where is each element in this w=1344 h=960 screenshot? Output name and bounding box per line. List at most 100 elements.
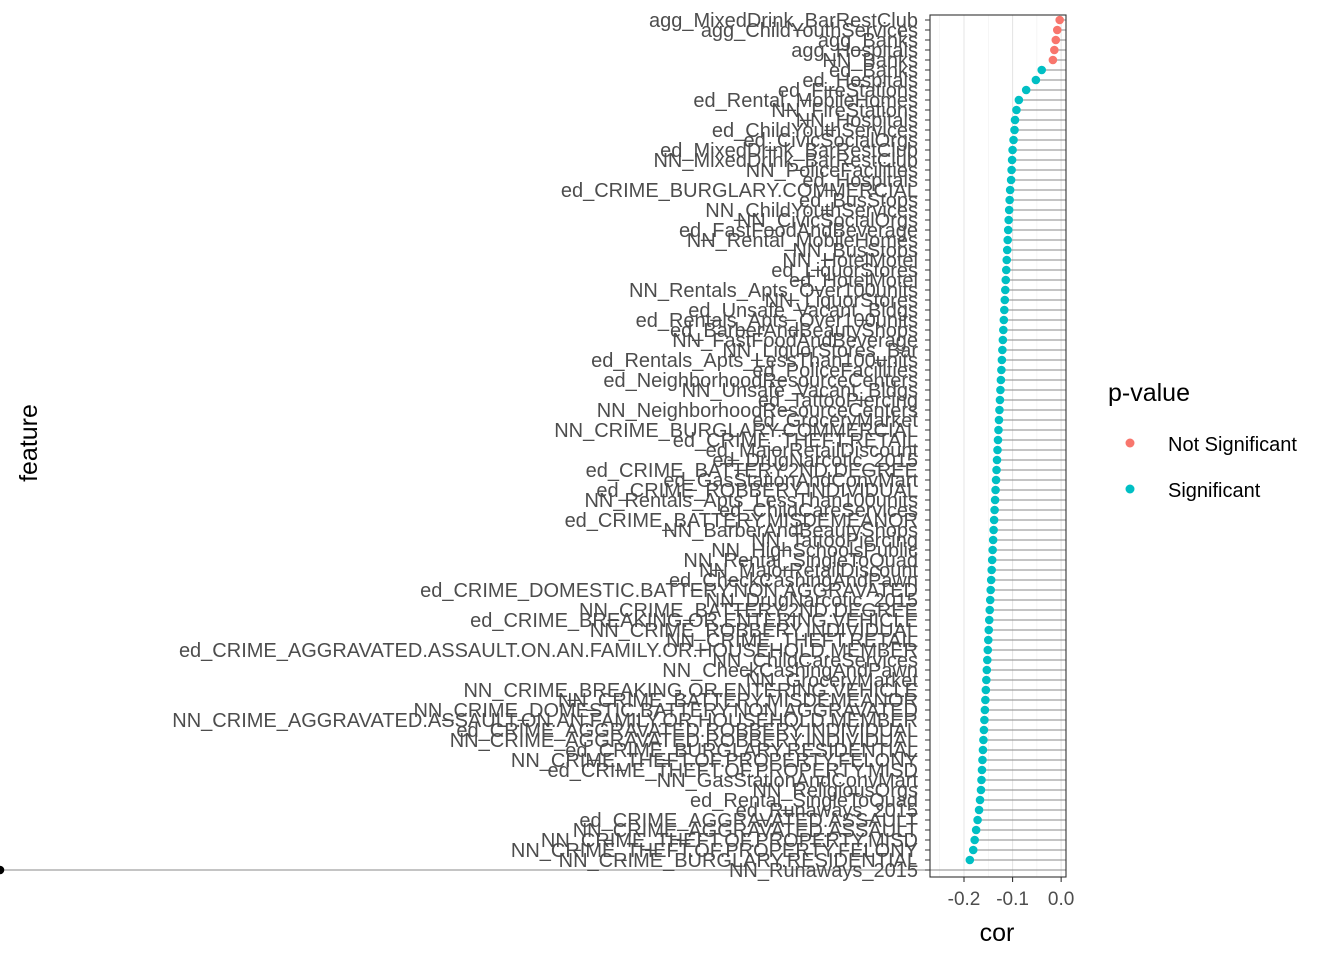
y-tick-label: ed_CRIME_BREAKING.OR.ENTERING.VEHICLE <box>470 610 918 632</box>
data-point <box>991 475 1001 485</box>
data-point <box>1005 185 1015 195</box>
data-point <box>996 375 1006 385</box>
y-tick-label: ed_GroceryMarket <box>752 410 918 432</box>
data-point <box>989 525 998 535</box>
y-tick-label: ed_BarberAndBeautyShops <box>670 320 918 342</box>
y-tick-label: ed_Rentals_Apts_LessThan100units <box>591 350 918 372</box>
data-point <box>1003 225 1013 235</box>
y-tick-label: NN_GroceryMarket <box>746 670 919 692</box>
y-tick-label: ed_CRIME_BATTERY.2ND.DEGREE <box>586 460 918 482</box>
data-point <box>1055 15 1064 25</box>
y-tick-label: NN_CRIME_BURGLARY.RESIDENTIAL <box>559 850 918 872</box>
y-tick-label: ed_FastFoodAndBeverage <box>679 220 918 242</box>
data-point <box>994 425 1003 435</box>
y-tick-label: ed_PoliceFacilities <box>752 360 918 382</box>
data-point <box>1000 285 1010 295</box>
y-tick-label: ed_CRIME_DOMESTIC.BATTERY.NON.AGGRAVATED <box>420 580 918 602</box>
data-point <box>1008 145 1017 155</box>
y-tick-label: NN_CRIME_BURGLARY.COMMERCIAL <box>554 420 918 442</box>
data-point <box>990 505 999 515</box>
y-tick-label: ed_CRIME_BATTERY.MISDEMEANOR <box>565 510 918 532</box>
y-tick-label: ed_CRIME_AGGRAVATED.ROBBERY.INDIVIDUAL <box>456 720 918 742</box>
data-point <box>1003 235 1013 245</box>
legend-key-significant <box>1125 484 1135 494</box>
legend-title: p-value <box>1108 379 1190 407</box>
data-point <box>997 355 1007 365</box>
data-point <box>1010 115 1020 125</box>
data-point <box>982 665 992 675</box>
data-point <box>968 845 978 855</box>
data-point <box>987 565 996 575</box>
data-point <box>1004 215 1013 225</box>
data-point <box>1005 195 1014 205</box>
y-tick-label: ed_CRIME_THEFT.RETAIL <box>673 430 918 452</box>
y-tick-label: NN_ReligiousOrgs <box>752 780 918 802</box>
data-point <box>1006 175 1016 185</box>
y-tick-label: NN_CRIME_THEFT.OF.PROPERTY.MISD <box>541 830 918 852</box>
y-tick-label: NN_Hospitals <box>796 110 918 132</box>
data-point <box>999 325 1008 335</box>
y-tick-label: ed_NeighborhoodResourceCenters <box>603 370 918 392</box>
y-tick-label: NN_CRIME_AGGRAVATED.ASSAULT <box>573 820 918 842</box>
data-point <box>985 595 995 605</box>
y-tick-label: NN_CheckCashingAndPawn <box>662 660 918 682</box>
data-point <box>989 515 999 525</box>
y-tick-label: NN_CRIME_BATTERY.2ND.DEGREE <box>579 600 918 622</box>
x-axis-title: cor <box>980 919 1015 947</box>
data-point <box>993 445 1002 455</box>
data-point <box>1014 95 1024 105</box>
data-point <box>1037 65 1047 75</box>
y-tick-label: ed_Hospitals <box>802 70 918 92</box>
y-tick-label: NN_BarberAndBeautyShops <box>663 520 918 542</box>
y-tick-label: NN_FastFoodAndBeverage <box>672 330 918 352</box>
data-point <box>976 785 986 795</box>
x-tick-label: -0.2 <box>948 889 981 910</box>
data-point <box>0 865 5 875</box>
y-tick-label: NN_LiquorStores <box>765 290 918 312</box>
y-tick-label: ed_FireStations <box>778 80 918 102</box>
legend-key-not-significant <box>1125 438 1135 448</box>
y-tick-label: ed_GasStationAndConvMart <box>663 470 918 492</box>
data-point <box>1004 205 1014 215</box>
data-point <box>995 405 1004 415</box>
data-point <box>999 315 1009 325</box>
y-tick-label: NN_ChildCareServices <box>712 650 918 672</box>
data-point <box>979 735 988 745</box>
y-tick-label: ed_MixedDrink_BarRestClub <box>660 140 918 162</box>
y-tick-label: NN_GasStationAndConvMart <box>657 770 919 792</box>
y-tick-label: ed_Runaways_2015 <box>736 800 918 822</box>
y-tick-label: NN_FireStations <box>771 100 918 122</box>
y-tick-label: NN_CRIME_AGGRAVATED.ASSAULT.ON.AN.FAMILY… <box>172 710 918 732</box>
y-tick-label: NN_NeighborhoodResourceCenters <box>597 400 918 422</box>
data-point <box>1002 245 1012 255</box>
data-point <box>983 635 993 645</box>
data-point <box>975 795 985 805</box>
y-axis-tick-labels: agg_MixedDrink_BarRestClubagg_ChildYouth… <box>172 10 930 882</box>
panel-border <box>929 14 1067 878</box>
data-point <box>980 705 990 715</box>
y-tick-label: NN_CRIME_THEFT.OF.PROPERTY.FELONY <box>511 750 918 772</box>
data-point <box>995 395 1005 405</box>
data-point <box>1051 35 1061 45</box>
y-tick-label: NN_MixedDrink_BarRestClub <box>653 150 918 172</box>
data-point <box>1001 275 1011 285</box>
data-point <box>992 455 1002 465</box>
y-tick-label: NN_CRIME_AGGRAVATED.ROBBERY.INDIVIDUAL <box>450 730 918 752</box>
data-point <box>985 605 995 615</box>
data-point <box>996 385 1005 395</box>
y-tick-label: agg_ChildYouthServices <box>701 20 918 42</box>
data-point <box>998 345 1007 355</box>
data-point <box>973 815 982 825</box>
data-point <box>983 645 993 655</box>
data-point <box>978 745 988 755</box>
y-tick-label: ed_CRIME_AGGRAVATED.ASSAULT.ON.AN.FAMILY… <box>179 640 918 662</box>
data-point <box>1021 85 1031 95</box>
y-tick-label: ed_Hospitals <box>802 170 918 192</box>
y-tick-label: ed_Unsafe_Vacant_Bldgs <box>688 300 918 322</box>
data-point <box>970 835 979 845</box>
y-tick-label: NN_DrugNarcotic_2015 <box>706 590 918 612</box>
y-tick-label: ed_CRIME_THEFT.OF.PROPERTY.MISD <box>548 760 918 782</box>
y-tick-label: ed_BusStops <box>799 190 918 212</box>
